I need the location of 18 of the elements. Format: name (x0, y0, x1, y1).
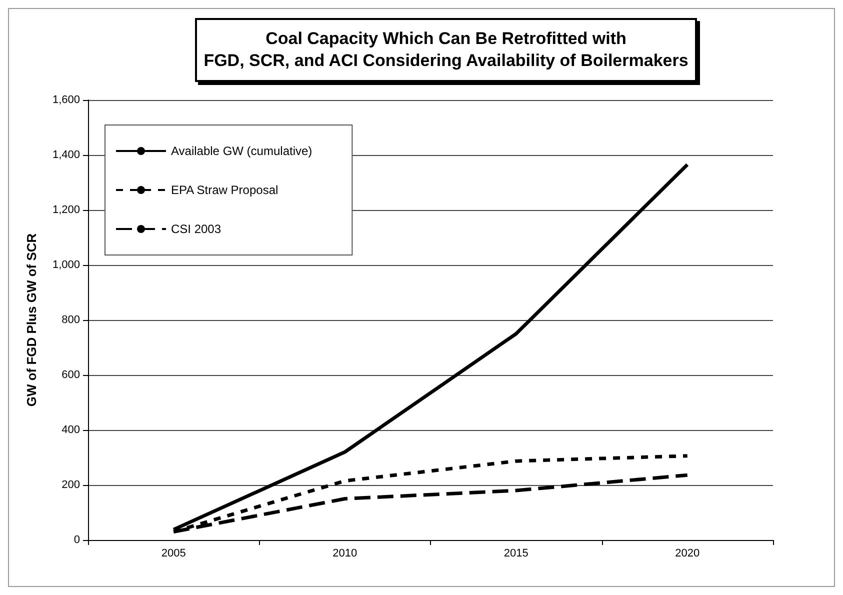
x-tick-label: 2010 (332, 548, 358, 560)
chart-title: Coal Capacity Which Can Be Retrofitted with FGD, SCR, and ACI Considering Availability of Boilermakers (195, 18, 697, 82)
y-tick-label: 0 (74, 534, 80, 546)
legend-label: Available GW (cumulative) (171, 144, 312, 158)
y-tick-label: 1,200 (52, 204, 80, 216)
y-tick-label: 600 (62, 369, 80, 381)
y-tick-label: 1,000 (52, 259, 80, 271)
y-tick-label: 200 (62, 479, 80, 491)
y-axis-title: GW of FGD Plus GW of SCR (24, 232, 39, 407)
y-tick-label: 1,600 (52, 94, 80, 106)
y-tick-label: 1,400 (52, 149, 80, 161)
x-tick-label: 2015 (504, 548, 528, 560)
legend-label: EPA Straw Proposal (171, 183, 278, 197)
x-tick-label: 2005 (161, 548, 186, 560)
y-tick-label: 400 (62, 424, 80, 436)
x-tick-label: 2020 (675, 548, 700, 560)
y-tick-label: 800 (62, 314, 80, 326)
legend-label: CSI 2003 (171, 222, 222, 236)
